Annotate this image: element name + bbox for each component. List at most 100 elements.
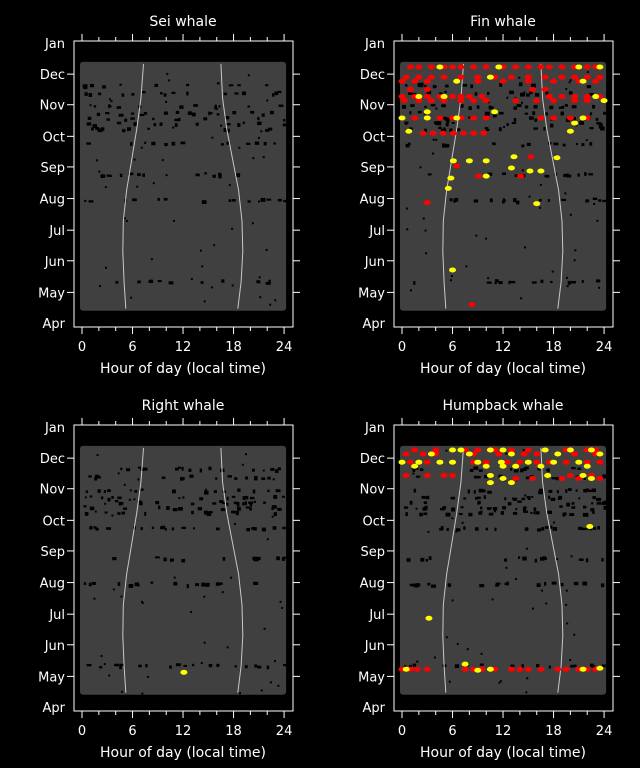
gap-mark (226, 141, 231, 145)
red-detection-point (468, 302, 476, 308)
gap-mark (197, 507, 203, 511)
gap-mark (444, 85, 449, 88)
gap-mark (171, 141, 176, 146)
gap-mark (526, 93, 530, 97)
gap-mark (203, 510, 209, 515)
gap-mark (268, 279, 271, 283)
gap-mark (591, 488, 597, 493)
gap-mark (131, 92, 135, 96)
yellow-detection-point (405, 128, 413, 134)
gap-mark (436, 121, 442, 126)
gap-mark (565, 589, 568, 592)
gap-mark (257, 121, 262, 126)
red-detection-point (571, 451, 579, 457)
red-detection-point (517, 173, 525, 179)
gap-mark (91, 581, 96, 585)
gap-mark (477, 476, 481, 479)
gap-mark (549, 123, 554, 128)
gap-mark (203, 300, 206, 303)
gap-mark (538, 199, 542, 202)
panel-humpback-whale: Humpback whale 0 6 12 18 24 Hour of day (local… (358, 398, 620, 761)
gap-mark (406, 228, 409, 231)
x-tick-label: 24 (276, 724, 293, 739)
gap-mark (118, 501, 122, 506)
gap-mark (256, 558, 259, 562)
gap-mark (409, 500, 413, 505)
gap-mark (502, 506, 507, 510)
gap-mark (112, 588, 115, 591)
gap-mark (192, 527, 195, 530)
y-tick-label: Jul (368, 224, 385, 239)
gap-mark (498, 681, 501, 684)
gap-mark (87, 116, 92, 120)
gap-mark (129, 489, 132, 492)
gap-mark (520, 101, 523, 104)
gap-mark (509, 90, 514, 95)
gap-mark (574, 249, 577, 252)
gap-mark (485, 128, 490, 131)
gap-mark (164, 142, 168, 147)
yellow-detection-point (586, 523, 594, 529)
gap-mark (120, 502, 124, 505)
gap-mark (586, 85, 592, 89)
gap-mark (454, 197, 459, 202)
gap-mark (564, 192, 567, 195)
gap-mark (510, 664, 515, 668)
effort-gaps (402, 65, 607, 300)
gap-mark (435, 138, 438, 141)
gap-mark (512, 511, 518, 515)
panel-right-whale: Right whale 0 6 12 18 24 Hour of day (local ti… (38, 398, 300, 761)
red-detection-point (507, 74, 515, 80)
gap-mark (460, 506, 464, 509)
gap-mark (180, 476, 184, 481)
gap-mark (245, 506, 250, 509)
red-detection-point (482, 459, 490, 465)
gap-mark (181, 558, 186, 563)
y-tick-label: Apr (363, 317, 386, 332)
yellow-detection-point (596, 665, 604, 671)
gap-mark (536, 664, 540, 668)
y-tick-label: May (358, 286, 385, 301)
panel-title: Fin whale (470, 14, 536, 30)
gap-mark (98, 92, 102, 96)
gap-mark (168, 79, 171, 82)
gap-mark (470, 84, 474, 89)
y-tick-label: Aug (40, 577, 65, 592)
gap-mark (587, 489, 593, 493)
yellow-detection-point (449, 459, 457, 465)
yellow-detection-point (423, 115, 431, 121)
gap-mark (124, 118, 128, 122)
yellow-detection-point (587, 447, 595, 453)
gap-mark (519, 92, 525, 97)
gap-mark (439, 507, 445, 511)
yellow-detection-point (465, 158, 473, 164)
gap-mark (205, 582, 210, 586)
y-tick-label: Jun (364, 255, 385, 270)
gap-mark (592, 104, 596, 109)
gap-mark (86, 122, 92, 126)
red-detection-point (512, 64, 520, 70)
gap-mark (435, 107, 438, 110)
gap-mark (591, 502, 594, 505)
gap-mark (260, 197, 266, 202)
gap-mark (423, 512, 428, 516)
gap-mark (438, 126, 442, 130)
gap-mark (487, 172, 493, 176)
gap-mark (216, 82, 220, 85)
red-detection-point (583, 94, 591, 100)
gap-mark (120, 595, 123, 598)
gap-mark (144, 511, 147, 516)
gap-mark (585, 512, 589, 517)
gap-mark (133, 122, 138, 127)
x-tick-label: 0 (78, 724, 86, 739)
gap-mark (283, 118, 286, 122)
gap-mark (83, 505, 87, 508)
y-tick-label: Jul (368, 608, 385, 623)
gap-mark (97, 489, 101, 493)
gap-mark (551, 581, 557, 585)
gap-mark (537, 528, 541, 532)
gap-mark (548, 489, 553, 493)
gap-mark (235, 173, 241, 178)
gap-mark (161, 476, 166, 480)
gap-mark (445, 449, 448, 452)
